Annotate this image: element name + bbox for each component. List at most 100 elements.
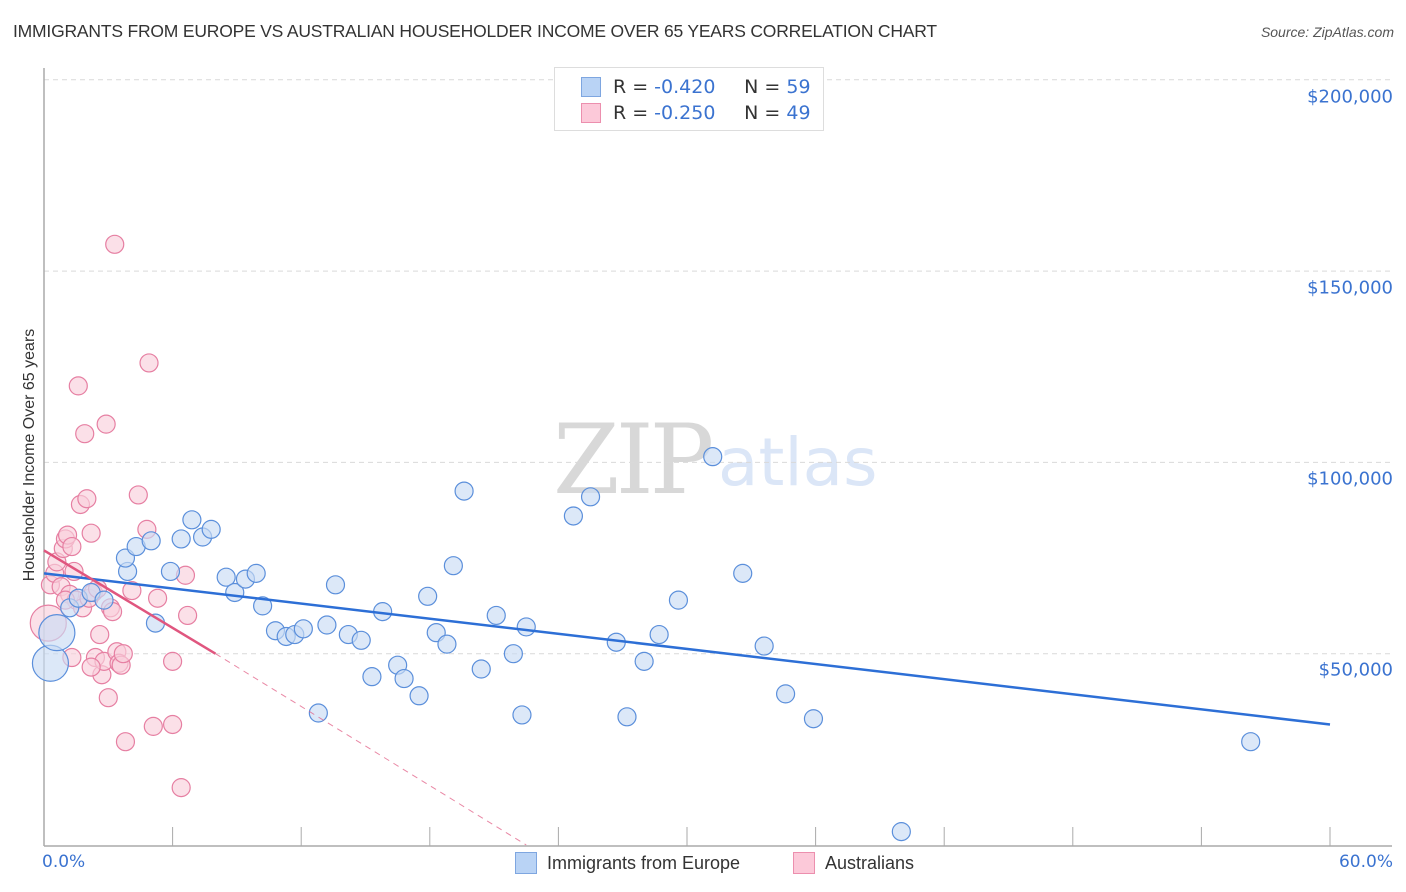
data-point [147, 588, 168, 608]
legend-label-europe: Immigrants from Europe [547, 852, 741, 873]
data-point [775, 684, 796, 704]
data-point [754, 636, 774, 656]
data-point [394, 668, 414, 689]
data-point [31, 644, 70, 682]
data-point [139, 353, 159, 373]
data-point [317, 615, 337, 635]
data-point [163, 714, 183, 735]
n-value: 49 [786, 102, 811, 124]
data-point [668, 590, 689, 610]
data-point [182, 510, 202, 530]
watermark-atlas: atlas [718, 424, 878, 501]
data-point [891, 822, 911, 842]
data-point [81, 657, 101, 677]
data-point [141, 531, 161, 551]
data-point [160, 561, 181, 582]
data-point [178, 605, 198, 626]
data-point [201, 519, 221, 539]
data-point [293, 619, 313, 639]
data-point [105, 234, 125, 254]
data-point [649, 624, 669, 645]
data-point [81, 523, 101, 543]
data-point [90, 624, 110, 645]
data-point [163, 651, 183, 671]
data-point [94, 590, 114, 610]
y-tick-50000: $50,000 [1318, 659, 1393, 681]
data-point [96, 414, 116, 434]
data-point [122, 580, 142, 601]
data-point [75, 424, 95, 444]
legend-swatch-pink [793, 852, 815, 874]
y-axis-label: Householder Income Over 65 years [21, 328, 38, 582]
data-point [1241, 732, 1261, 752]
y-tick-100000: $100,000 [1307, 468, 1393, 490]
data-point [580, 487, 601, 507]
trend-line-australians-extension [215, 653, 527, 846]
data-point [98, 688, 118, 708]
n-value: 59 [786, 76, 811, 98]
bottom-legend-australians[interactable]: Australians [793, 852, 914, 874]
watermark-zip: ZIP [553, 404, 714, 516]
series-australians [29, 234, 198, 798]
data-point [38, 614, 76, 652]
data-point [563, 506, 584, 526]
data-point [471, 659, 491, 679]
data-point [115, 732, 136, 752]
data-point [512, 705, 532, 725]
legend-label-australians: Australians [825, 852, 915, 873]
legend-swatch-blue [581, 77, 601, 97]
legend-row-australians: R = -0.250 N = 49 [581, 101, 811, 125]
n-label: N = [744, 76, 781, 98]
data-point [454, 481, 474, 501]
x-tick-min: 0.0% [42, 852, 86, 872]
data-point [68, 376, 88, 396]
data-point [171, 529, 191, 549]
gridlines [44, 79, 1392, 655]
data-point [216, 567, 236, 587]
data-point [733, 563, 753, 583]
data-point [62, 536, 82, 557]
data-point [308, 703, 328, 723]
trend-line-europe [43, 572, 1331, 726]
r-value: -0.250 [654, 102, 716, 124]
data-point [409, 686, 429, 706]
legend-swatch-pink [581, 103, 601, 123]
data-point [77, 489, 97, 509]
data-point [351, 630, 371, 650]
trend-line-australians [43, 549, 217, 655]
data-point [443, 556, 463, 576]
axes [43, 68, 1392, 847]
data-point [113, 644, 133, 664]
x-tick-max: 60.0% [1338, 852, 1393, 872]
data-point [437, 634, 457, 654]
bottom-legend-europe[interactable]: Immigrants from Europe [515, 852, 740, 874]
data-point [503, 644, 523, 664]
data-point [418, 586, 438, 606]
trend-lines [43, 549, 1331, 846]
r-label: R = [613, 102, 649, 124]
y-tick-200000: $200,000 [1307, 86, 1393, 108]
y-tick-150000: $150,000 [1307, 277, 1393, 299]
legend-row-europe: R = -0.420 N = 59 [581, 75, 811, 99]
series-immigrants-from-europe [31, 447, 1261, 842]
r-label: R = [613, 76, 649, 98]
data-point [128, 485, 148, 505]
data-point [325, 575, 346, 595]
data-point [634, 651, 654, 671]
data-point [703, 447, 723, 467]
data-point [486, 605, 506, 626]
r-value: -0.420 [654, 76, 716, 98]
legend-swatch-blue [515, 852, 537, 874]
data-point [617, 707, 637, 727]
data-point [143, 716, 163, 736]
data-point [253, 596, 273, 616]
data-point [803, 709, 824, 729]
data-point [516, 617, 536, 637]
source-label: Source: ZipAtlas.com [1260, 24, 1394, 40]
correlation-legend: R = -0.420 N = 59 R = -0.250 N = 49 [554, 67, 824, 131]
data-point [246, 563, 266, 583]
data-point [362, 667, 382, 687]
data-point [171, 778, 191, 798]
n-label: N = [744, 102, 781, 124]
